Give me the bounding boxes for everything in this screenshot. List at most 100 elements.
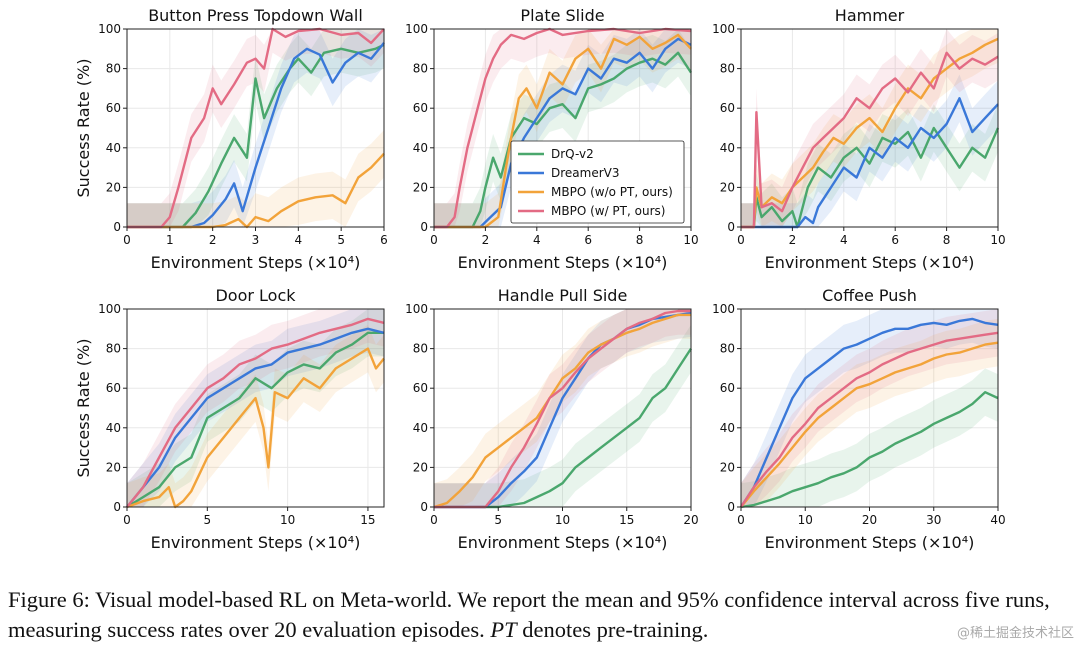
subplot-door-lock: 0 5 10 15 0 20 40 60 80 100 Door Lock Environment S… (74, 286, 385, 552)
confidence-band-dreamerv3 (741, 309, 998, 507)
x-tick-label: 4 (295, 233, 303, 247)
caption-emphasis: PT (490, 617, 517, 642)
x-tick-label: 0 (737, 233, 745, 247)
legend-box (510, 140, 685, 224)
x-tick-label: 10 (990, 233, 1005, 247)
y-tick-label: 20 (106, 460, 121, 474)
series-line-mbpo-w-o-pt-ours (434, 33, 692, 229)
y-tick-label: 60 (106, 381, 121, 395)
x-tick-label: 10 (280, 513, 295, 527)
subplot-title: Plate Slide (520, 6, 604, 25)
series-line-mbpo-w-pt-ours (434, 309, 691, 509)
y-tick-label: 20 (720, 180, 735, 194)
x-tick-label: 10 (555, 513, 570, 527)
y-tick-label: 80 (106, 342, 121, 356)
caption-prefix: Figure 6: Visual model-based RL on Meta-… (8, 587, 1050, 642)
series-line-mbpo-w-o-pt-ours (126, 347, 385, 509)
series-line-dreamerv3 (126, 327, 385, 508)
y-tick-label: 0 (113, 220, 121, 234)
y-tick-label: 0 (420, 500, 428, 514)
figure-caption: Figure 6: Visual model-based RL on Meta-… (8, 585, 1074, 645)
confidence-band-drq-v2 (434, 29, 691, 227)
y-tick-label: 100 (405, 302, 428, 316)
x-tick-label: 0 (123, 513, 131, 527)
y-tick-label: 60 (413, 381, 428, 395)
x-tick-label: 15 (619, 513, 634, 527)
x-tick-label: 5 (494, 513, 502, 527)
y-axis-label: Success Rate (%) (74, 59, 93, 198)
x-tick-label: 6 (380, 233, 388, 247)
y-tick-label: 40 (720, 421, 735, 435)
x-tick-label: 15 (360, 513, 375, 527)
x-tick-label: 10 (798, 513, 813, 527)
x-axis-label: Environment Steps (×10⁴) (151, 253, 361, 272)
x-axis-label: Environment Steps (×10⁴) (765, 533, 975, 552)
y-tick-label: 40 (413, 421, 428, 435)
confidence-band-dreamerv3 (434, 29, 691, 227)
x-tick-label: 3 (252, 233, 260, 247)
x-tick-label: 8 (636, 233, 644, 247)
legend-label-mbpo-w-o-pt-ours: MBPO (w/o PT, ours) (551, 185, 673, 199)
confidence-band-mbpo-w-pt-ours (434, 309, 691, 507)
x-tick-label: 20 (862, 513, 877, 527)
caption-suffix: denotes pre-training. (516, 617, 709, 642)
y-tick-label: 100 (98, 302, 121, 316)
legend: DrQ-v2 DreamerV3 MBPO (w/o PT, ours) MBPO (… (510, 140, 685, 224)
y-tick-label: 60 (720, 381, 735, 395)
legend-label-drq-v2: DrQ-v2 (551, 147, 594, 161)
y-tick-label: 40 (413, 141, 428, 155)
y-tick-label: 80 (720, 62, 735, 76)
series-line-drq-v2 (434, 51, 693, 229)
y-tick-label: 60 (106, 101, 121, 115)
y-tick-label: 0 (420, 220, 428, 234)
x-tick-label: 30 (926, 513, 941, 527)
series-line-drq-v2 (741, 126, 1000, 229)
subplot-title: Button Press Topdown Wall (148, 6, 363, 25)
y-tick-label: 40 (106, 421, 121, 435)
confidence-band-dreamerv3 (127, 309, 384, 507)
x-axis-label: Environment Steps (×10⁴) (151, 533, 361, 552)
x-tick-label: 6 (891, 233, 899, 247)
series-line-mbpo-w-o-pt-ours (740, 341, 999, 508)
confidence-band-mbpo-w-o-pt-ours (434, 309, 691, 507)
x-axis-label: Environment Steps (×10⁴) (458, 533, 668, 552)
x-tick-label: 40 (990, 513, 1005, 527)
x-tick-label: 20 (683, 513, 698, 527)
y-tick-label: 60 (413, 101, 428, 115)
x-tick-label: 2 (482, 233, 490, 247)
x-tick-label: 6 (584, 233, 592, 247)
x-tick-label: 0 (737, 513, 745, 527)
confidence-band-mbpo-w-pt-ours (127, 29, 384, 227)
series-line-drq-v2 (434, 347, 693, 509)
confidence-band-drq-v2 (127, 29, 384, 227)
y-tick-label: 100 (98, 22, 121, 36)
series-line-mbpo-w-pt-ours (127, 27, 385, 229)
y-tick-label: 100 (712, 22, 735, 36)
watermark-text: @稀土掘金技术社区 (956, 626, 1074, 641)
x-tick-label: 5 (203, 513, 211, 527)
x-tick-label: 0 (123, 233, 131, 247)
x-tick-label: 1 (166, 233, 174, 247)
series-line-mbpo-w-o-pt-ours (741, 37, 999, 229)
y-tick-label: 20 (413, 460, 428, 474)
y-tick-label: 20 (720, 460, 735, 474)
series-line-dreamerv3 (739, 317, 999, 508)
confidence-band-mbpo-w-pt-ours (127, 309, 384, 507)
y-tick-label: 20 (413, 180, 428, 194)
series-line-mbpo-w-pt-ours (739, 331, 999, 508)
y-tick-label: 0 (727, 220, 735, 234)
subplot-coffee-push: 0 10 20 30 40 0 20 40 60 80 100 Coffee Push Environm… (712, 286, 1006, 552)
subplot-handle-pull-side: 0 5 10 15 20 0 20 40 60 80 100 Handle Pull Side Envi… (405, 286, 699, 552)
confidence-band-drq-v2 (741, 368, 998, 507)
x-tick-label: 2 (789, 233, 797, 247)
x-tick-label: 5 (337, 233, 345, 247)
y-tick-label: 40 (720, 141, 735, 155)
series-line-mbpo-w-o-pt-ours (127, 152, 385, 229)
y-axis-label: Success Rate (%) (74, 339, 93, 478)
confidence-band-mbpo-w-o-pt-ours (127, 324, 384, 507)
confidence-band-dreamerv3 (127, 29, 384, 227)
